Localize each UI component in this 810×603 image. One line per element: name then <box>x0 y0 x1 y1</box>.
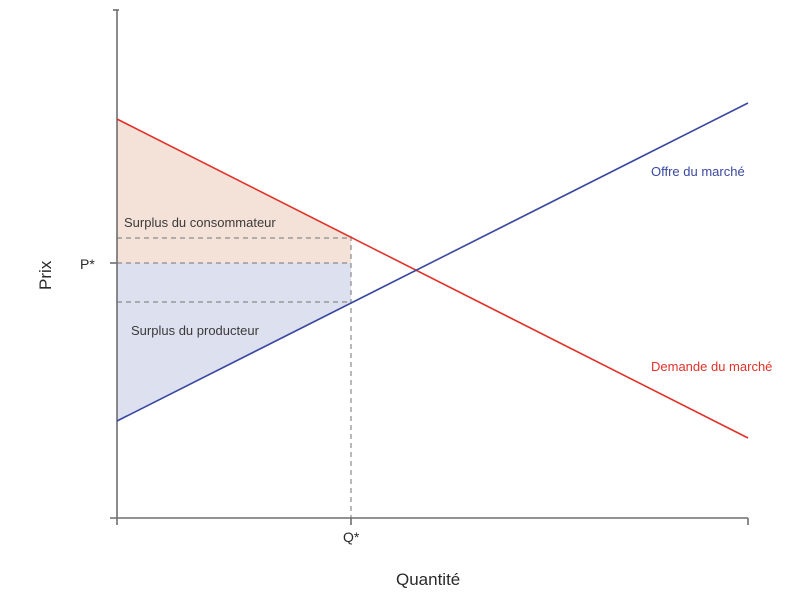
axes <box>110 9 749 525</box>
x-axis-title: Quantité <box>396 570 460 589</box>
demand-curve <box>116 118 749 439</box>
consumer-surplus-label: Surplus du consommateur <box>124 215 276 230</box>
consumer-surplus-area <box>117 119 351 263</box>
q-star-label: Q* <box>343 529 360 545</box>
supply-label: Offre du marché <box>651 164 745 179</box>
producer-surplus-label: Surplus du producteur <box>131 323 260 338</box>
reference-lines <box>117 236 352 518</box>
y-axis-title: Prix <box>36 260 55 290</box>
demand-label: Demande du marché <box>651 359 772 374</box>
producer-surplus-area <box>117 263 351 421</box>
supply-curve <box>116 102 749 422</box>
p-star-label: P* <box>80 256 95 272</box>
